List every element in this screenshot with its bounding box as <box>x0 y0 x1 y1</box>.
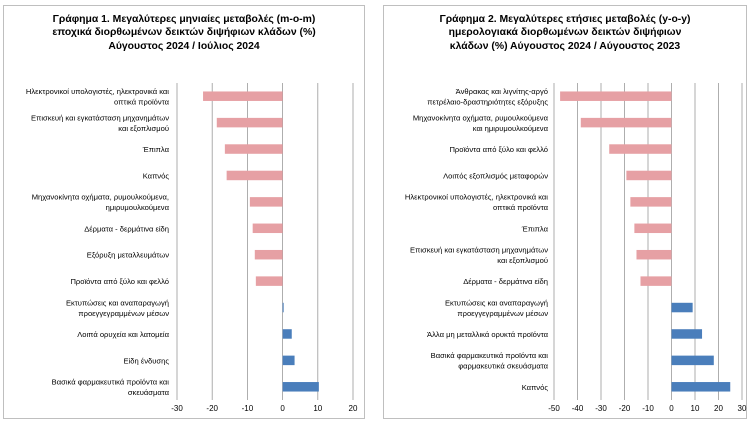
bar <box>560 91 672 101</box>
category-label: Μηχανοκίνητα οχήματα, ρυμουλκούμενα <box>413 113 549 122</box>
category-label: οπτικά προϊόντα <box>493 203 549 212</box>
category-label: και εξοπλισμού <box>497 256 548 265</box>
category-label: προεγγεγραμμένων μέσων <box>78 309 169 318</box>
category-label: φαρμακευτικά σκευάσματα <box>458 362 548 371</box>
bar <box>252 223 283 234</box>
tick-label: 20 <box>349 404 358 413</box>
chart-2-title-line-2: ημερολογιακά διορθωμένων δεικτών διψήφιω… <box>448 27 682 39</box>
bar <box>580 117 672 128</box>
category-label: Επισκευή και εγκατάσταση μηχανημάτων <box>31 113 169 122</box>
category-label: Επισκευή και εγκατάσταση μηχανημάτων <box>410 245 548 254</box>
category-label: Μηχανοκίνητα οχήματα, ρυμουλκούμενα, <box>32 193 169 202</box>
chart-2-title-line-1: Γράφημα 2. Μεγαλύτερες ετήσιες μεταβολές… <box>439 14 691 25</box>
tick-label: 0 <box>280 404 285 413</box>
category-label: Έπιπλα <box>521 224 549 233</box>
category-label: Λοιπά ορυχεία και λατομεία <box>77 330 169 339</box>
tick-label: -30 <box>595 404 607 413</box>
bar <box>630 197 672 207</box>
tick-label: 0 <box>669 404 674 413</box>
tick-label: 30 <box>738 404 747 413</box>
category-label: σκευάσματα <box>128 388 170 397</box>
chart-1-plot: Ηλεκτρονικοί υπολογιστές, ηλεκτρονικά κα… <box>26 83 358 413</box>
category-label: Έπιπλα <box>142 145 170 154</box>
category-label: πετρέλαιο-δραστηριότητες εξόρυξης <box>427 97 548 106</box>
category-label: Εξόρυξη μεταλλευμάτων <box>87 251 169 260</box>
chart-1-title-line-1: Γράφημα 1. Μεγαλύτερες μηνιαίες μεταβολέ… <box>52 14 316 25</box>
category-label: Καπνός <box>143 171 170 180</box>
category-label: προεγγεγραμμένων μέσων <box>457 309 548 318</box>
bar <box>282 355 295 366</box>
chart-2-title: Γράφημα 2. Μεγαλύτερες ετήσιες μεταβολές… <box>384 13 746 53</box>
chart-panel-2: Γράφημα 2. Μεγαλύτερες ετήσιες μεταβολές… <box>383 5 747 419</box>
chart-1-bars <box>203 91 319 392</box>
bar <box>226 170 283 181</box>
category-label: Δέρματα - δερμάτινα είδη <box>84 224 169 233</box>
chart-2-plot: Άνθρακας και λιγνίτης-αργόπετρέλαιο-δρασ… <box>405 83 747 413</box>
bar <box>634 223 672 234</box>
bar <box>282 302 284 313</box>
category-label: Βασικά φαρμακευτικά προϊόντα και <box>431 351 549 360</box>
bar <box>671 382 731 392</box>
tick-label: -20 <box>206 404 218 413</box>
tick-label: 10 <box>691 404 700 413</box>
chart-1-tick-labels: -30 -20 -10 0 10 20 <box>171 404 358 413</box>
bar <box>671 355 714 366</box>
category-label: και εξοπλισμού <box>118 124 169 133</box>
bar <box>671 302 693 313</box>
bar <box>636 249 672 260</box>
category-label: Εκτυπώσεις και αναπαραγωγή <box>445 298 548 307</box>
tick-label: -20 <box>619 404 631 413</box>
tick-label: -10 <box>242 404 254 413</box>
category-label: Άνθρακας και λιγνίτης-αργό <box>456 87 548 96</box>
chart-2-title-line-3: κλάδων (%) Αύγουστος 2024 / Αύγουστος 20… <box>449 40 681 52</box>
tick-label: -50 <box>548 404 560 413</box>
chart-2-category-labels: Άνθρακας και λιγνίτης-αργόπετρέλαιο-δρασ… <box>405 87 549 392</box>
bar <box>203 91 283 101</box>
bar <box>640 276 672 286</box>
bar <box>282 329 292 339</box>
category-label: και ημιρυμουλκούμενα <box>473 124 549 133</box>
chart-panel-1: Γράφημα 1. Μεγαλύτερες μηνιαίες μεταβολέ… <box>3 5 365 419</box>
bar <box>671 329 703 339</box>
category-label: Είδη ένδυσης <box>124 356 170 365</box>
chart-1-title-line-2: εποχικά διορθωμένων δεικτών διψήφιων κλά… <box>52 27 316 39</box>
tick-label: 10 <box>313 404 322 413</box>
tick-label: -30 <box>171 404 183 413</box>
category-label: Ηλεκτρονικοί υπολογιστές, ηλεκτρονικά κα… <box>405 193 548 202</box>
tick-label: 20 <box>714 404 723 413</box>
category-label: Άλλα μη μεταλλικά ορυκτά προϊόντα <box>427 330 549 339</box>
bar <box>224 144 283 154</box>
category-label: Ηλεκτρονικοί υπολογιστές, ηλεκτρονικά κα… <box>26 87 169 96</box>
category-label: Καπνός <box>522 383 549 392</box>
chart-1-category-labels: Ηλεκτρονικοί υπολογιστές, ηλεκτρονικά κα… <box>26 87 170 397</box>
category-label: Βασικά φαρμακευτικά προϊόντα και <box>52 378 170 387</box>
category-label: Προϊόντα από ξύλο και φελλό <box>70 277 169 286</box>
chart-2-gridlines <box>553 83 743 400</box>
bar <box>254 249 283 260</box>
tick-label: -10 <box>642 404 654 413</box>
category-label: Δέρματα - δερμάτινα είδη <box>463 277 548 286</box>
bar <box>255 276 283 286</box>
bar <box>249 197 283 207</box>
bar <box>609 144 672 154</box>
bar <box>216 117 283 128</box>
category-label: Εκτυπώσεις και αναπαραγωγή <box>66 298 169 307</box>
bar <box>626 170 672 181</box>
category-label: Λοιπός εξοπλισμός μεταφορών <box>443 171 548 180</box>
chart-1-gridlines <box>176 83 354 400</box>
chart-2-bars <box>560 91 731 392</box>
category-label: οπτικά προϊόντα <box>114 97 170 106</box>
category-label: ημιρυμουλκούμενα <box>106 203 170 212</box>
chart-1-title-line-3: Αύγουστος 2024 / Ιούλιος 2024 <box>108 40 260 52</box>
chart-1-title: Γράφημα 1. Μεγαλύτερες μηνιαίες μεταβολέ… <box>4 13 364 53</box>
chart-2-tick-labels: -50 -40 -30 -20 -10 0 10 20 30 <box>548 404 747 413</box>
bar <box>282 382 319 392</box>
category-label: Προϊόντα από ξύλο και φελλό <box>449 145 548 154</box>
tick-label: -40 <box>572 404 584 413</box>
